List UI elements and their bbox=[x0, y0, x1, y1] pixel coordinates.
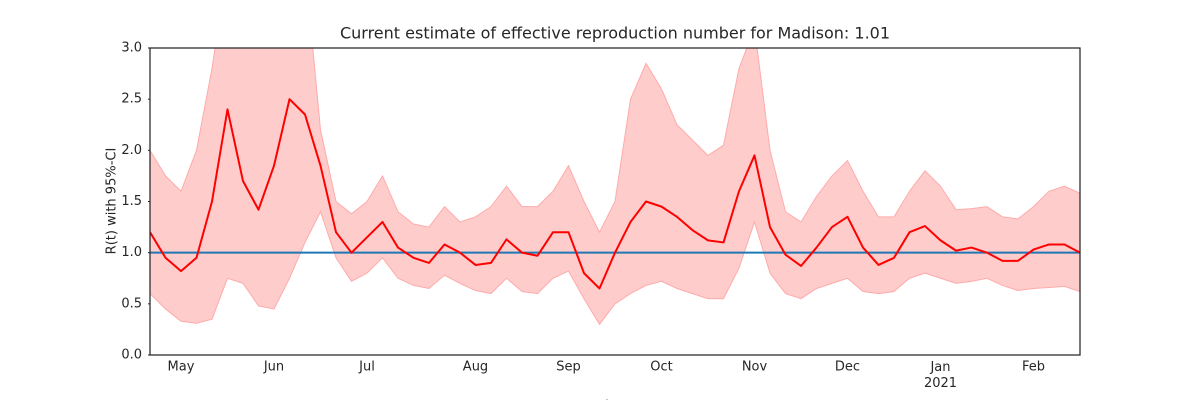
y-tick-label: 1.0 bbox=[121, 245, 142, 260]
rt-line bbox=[150, 98, 1080, 290]
x-tick-label: Jan 2021 bbox=[924, 360, 957, 391]
y-tick-label: 1.5 bbox=[121, 194, 142, 209]
y-tick-label: 0.5 bbox=[121, 296, 142, 311]
x-tick-label: Aug bbox=[463, 360, 488, 375]
y-tick-label: 0.0 bbox=[121, 348, 142, 363]
confidence-band bbox=[150, 48, 1080, 326]
x-tick-label: Jun bbox=[263, 360, 284, 375]
x-tick-label: Dec bbox=[835, 360, 860, 375]
x-tick-label: Oct bbox=[650, 360, 672, 375]
chart-title: Current estimate of effective reproducti… bbox=[340, 24, 890, 43]
y-axis-label: R(t) with 95%-CI bbox=[105, 148, 120, 255]
y-tick-label: 3.0 bbox=[121, 41, 142, 56]
x-tick-label: Feb bbox=[1022, 360, 1045, 375]
x-tick-label: Jul bbox=[358, 360, 375, 375]
y-tick-label: 2.5 bbox=[121, 92, 142, 107]
plot-frame bbox=[149, 47, 1081, 356]
x-tick-label: Nov bbox=[742, 360, 768, 375]
x-tick-label: May bbox=[168, 360, 195, 375]
x-axis-label: date bbox=[600, 399, 629, 400]
y-tick-label: 2.0 bbox=[121, 143, 142, 158]
x-tick-label: Sep bbox=[556, 360, 581, 375]
plot-area bbox=[150, 48, 1080, 326]
